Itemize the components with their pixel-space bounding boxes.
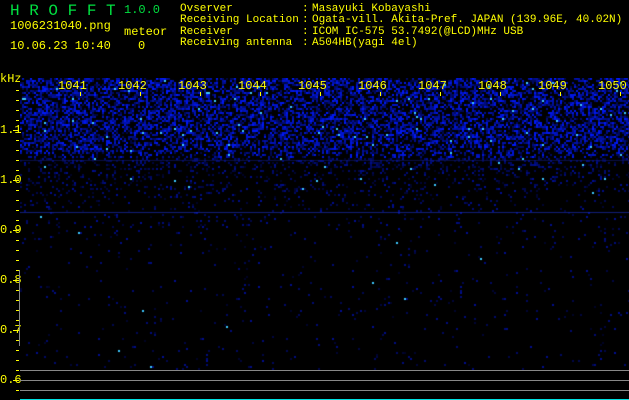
freq-tick [16,260,19,261]
freq-tick [16,100,19,101]
freq-tick [16,190,19,191]
time-label: 1042 [118,79,147,93]
freq-tick [16,210,19,211]
freq-tick [16,320,19,321]
freq-tick [16,160,19,161]
time-tick [620,92,621,96]
spectrogram [20,78,629,370]
freq-tick [16,140,19,141]
time-tick [440,92,441,96]
info-colon: : [302,3,309,15]
info-label: Receiver [180,25,233,38]
time-label: 1047 [418,79,447,93]
time-tick [200,92,201,96]
freq-tick [16,110,19,111]
freq-tick [16,370,19,371]
time-label: 1048 [478,79,507,93]
freq-label: 0.7 [0,323,22,337]
freq-tick [16,90,19,91]
grid-line [20,380,629,381]
time-label: 1043 [178,79,207,93]
axis-line [19,270,20,346]
freq-tick [16,220,19,221]
freq-label: 0.8 [0,273,22,287]
freq-tick [16,120,19,121]
freq-tick [16,240,19,241]
time-tick [380,92,381,96]
info-label: Receiving antenna [180,36,293,49]
time-tick [500,92,501,96]
freq-tick [16,310,19,311]
info-colon: : [302,14,309,27]
file-name: 1006231040.png [10,19,111,33]
time-label: 1044 [238,79,267,93]
time-label: 1041 [58,79,87,93]
time-tick [560,92,561,96]
freq-tick [13,280,19,281]
app-title: H R O F F T [10,2,116,20]
freq-tick [16,340,19,341]
freq-tick [13,180,19,181]
freq-tick [16,250,19,251]
time-tick [260,92,261,96]
freq-label: 0.6 [0,373,22,387]
freq-tick [13,380,19,381]
freq-tick [13,130,19,131]
freq-label: 1.1 [0,123,22,137]
file-datetime: 10.06.23 10:40 [10,39,111,53]
info-colon: : [302,36,309,49]
freq-tick [16,390,19,391]
meteor-label: meteor [124,25,168,39]
time-tick [320,92,321,96]
time-tick [140,92,141,96]
freq-label: 1.0 [0,173,22,187]
freq-tick [13,230,19,231]
grid-line [20,390,629,391]
freq-tick [16,200,19,201]
meteor-count: 0 [138,39,146,53]
info-value: Masayuki Kobayashi [312,3,431,15]
freq-tick [16,360,19,361]
info-value: A504HB(yagi 4el) [312,36,418,49]
unit-label: kHz [0,72,22,86]
freq-tick [13,330,19,331]
grid-line [20,370,629,371]
freq-tick [16,300,19,301]
freq-tick [16,150,19,151]
info-colon: : [302,25,309,38]
info-value: Ogata-vill. Akita-Pref. JAPAN (139.96E, … [312,14,623,27]
time-label: 1045 [298,79,327,93]
time-label: 1049 [538,79,567,93]
time-label: 1046 [358,79,387,93]
freq-tick [16,170,19,171]
freq-tick [16,290,19,291]
freq-tick [16,350,19,351]
info-label: Receiving Location [180,14,299,27]
freq-tick [16,270,19,271]
freq-label: 0.9 [0,223,22,237]
time-label: 1050 [598,79,627,93]
time-tick [80,92,81,96]
info-value: ICOM IC-575 53.7492(@LCD)MHz USB [312,25,524,38]
app-version: 1.0.0 [124,3,161,17]
info-label: Ovserver [180,3,233,15]
